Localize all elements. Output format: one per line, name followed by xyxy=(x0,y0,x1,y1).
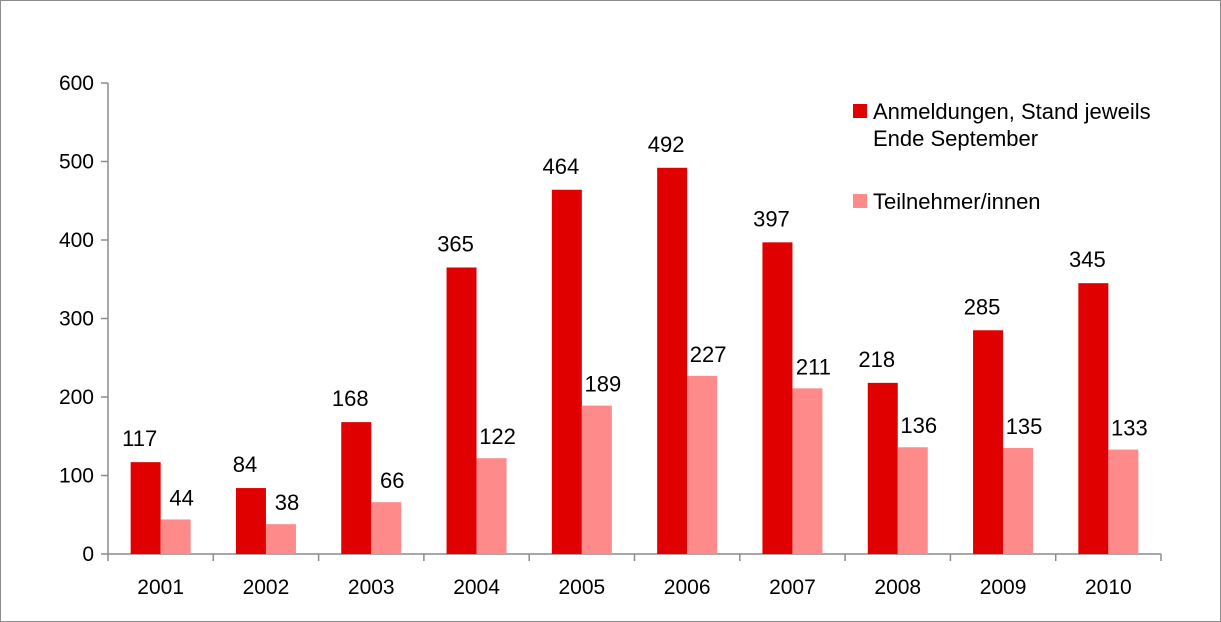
y-tick-label: 300 xyxy=(59,308,94,331)
bar-anmeldungen xyxy=(657,167,688,554)
x-tick-label: 2004 xyxy=(453,576,500,599)
data-label: 168 xyxy=(332,386,369,411)
y-tick-label: 400 xyxy=(59,229,94,252)
x-tick-label: 2007 xyxy=(769,576,816,599)
y-tick-label: 100 xyxy=(59,465,94,488)
data-label: 84 xyxy=(233,452,257,477)
bar-anmeldungen xyxy=(130,462,161,554)
x-tick-label: 2003 xyxy=(348,576,395,599)
legend-label: Anmeldungen, Stand jeweils xyxy=(873,99,1151,124)
data-label: 44 xyxy=(169,485,193,510)
bar-anmeldungen xyxy=(341,422,372,554)
bar-teilnehmer xyxy=(371,502,402,554)
data-label: 135 xyxy=(1006,414,1043,439)
bar-teilnehmer xyxy=(476,458,507,554)
bar-anmeldungen xyxy=(551,189,582,554)
bar-teilnehmer xyxy=(1108,449,1139,554)
legend-label: Teilnehmer/innen xyxy=(873,189,1041,214)
x-tick-label: 2005 xyxy=(558,576,605,599)
x-tick-label: 2009 xyxy=(980,576,1027,599)
bar-anmeldungen xyxy=(762,242,793,555)
bar-teilnehmer xyxy=(792,388,823,554)
data-label: 189 xyxy=(584,372,621,397)
bar-teilnehmer xyxy=(265,524,296,554)
bar-anmeldungen xyxy=(1078,283,1109,554)
data-label: 464 xyxy=(542,154,579,179)
bar-anmeldungen xyxy=(867,382,898,554)
bar-anmeldungen xyxy=(446,267,477,554)
data-label: 117 xyxy=(122,426,157,451)
data-label: 122 xyxy=(479,424,516,449)
bar-teilnehmer xyxy=(1003,448,1034,554)
bar-anmeldungen xyxy=(235,488,266,554)
data-label: 211 xyxy=(796,354,831,379)
bar-anmeldungen xyxy=(973,330,1004,554)
data-label: 492 xyxy=(648,132,685,157)
bar-teilnehmer xyxy=(897,447,928,554)
data-label: 218 xyxy=(858,347,895,372)
x-tick-label: 2006 xyxy=(664,576,711,599)
legend-swatch xyxy=(853,104,867,118)
data-label: 227 xyxy=(690,342,727,367)
legend-label: Ende September xyxy=(873,126,1038,151)
x-tick-label: 2002 xyxy=(243,576,290,599)
data-label: 397 xyxy=(753,206,790,231)
data-label: 38 xyxy=(275,490,299,515)
data-label: 345 xyxy=(1069,247,1106,272)
y-tick-label: 500 xyxy=(59,151,94,174)
data-label: 365 xyxy=(437,231,474,256)
data-label: 285 xyxy=(964,294,1001,319)
bar-teilnehmer xyxy=(581,405,612,554)
bar-teilnehmer xyxy=(687,375,718,554)
data-label: 133 xyxy=(1111,416,1148,441)
data-label: 136 xyxy=(900,413,937,438)
x-tick-label: 2001 xyxy=(137,576,184,599)
y-tick-label: 200 xyxy=(59,386,94,409)
legend-swatch xyxy=(853,194,867,208)
x-tick-label: 2010 xyxy=(1085,576,1132,599)
data-label: 66 xyxy=(380,468,404,493)
y-tick-label: 0 xyxy=(82,543,94,566)
y-tick-label: 600 xyxy=(59,72,94,95)
bar-teilnehmer xyxy=(160,519,191,554)
x-tick-label: 2008 xyxy=(874,576,921,599)
